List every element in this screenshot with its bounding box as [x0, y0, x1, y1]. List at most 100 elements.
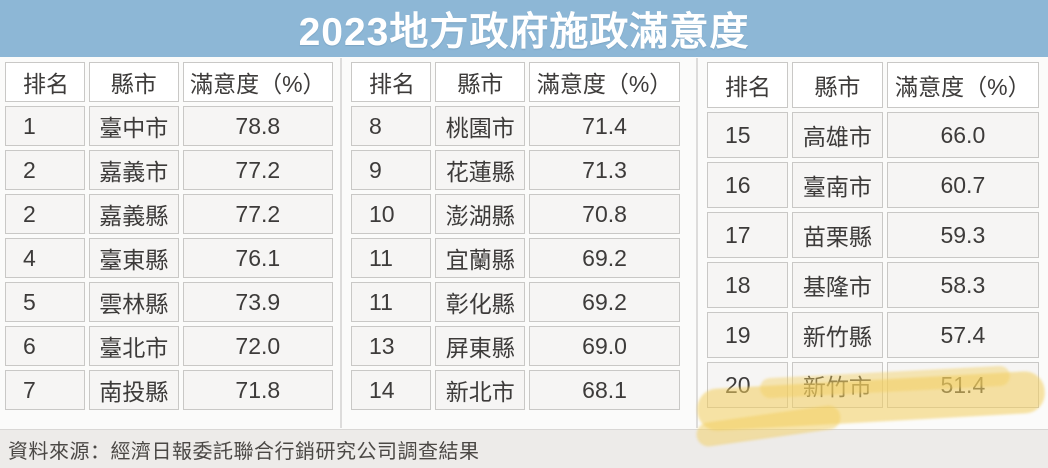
cell-rank: 18	[707, 262, 788, 308]
table-row: 13 屏東縣 69.0	[351, 326, 680, 366]
cell-city: 雲林縣	[89, 282, 179, 322]
header-value: 滿意度（%）	[182, 62, 333, 102]
table-row: 15 高雄市 66.0	[707, 112, 1039, 158]
table-row: 2 嘉義縣 77.2	[5, 194, 333, 234]
header-row: 排名 縣市 滿意度（%）	[351, 62, 680, 102]
cell-city: 屏東縣	[435, 326, 526, 366]
source-text: 資料來源：經濟日報委託聯合行銷研究公司調查結果	[8, 440, 480, 463]
header-city: 縣市	[435, 62, 526, 102]
title-bar: 2023地方政府施政滿意度	[0, 0, 1048, 57]
cell-city: 基隆市	[792, 262, 883, 308]
cell-city: 宜蘭縣	[435, 238, 526, 278]
cell-city: 花蓮縣	[435, 150, 526, 190]
table-row: 8 桃園市 71.4	[351, 106, 680, 146]
ranking-table-1: 排名 縣市 滿意度（%） 1 臺中市 78.8 2 嘉義市 77.2 2 嘉義縣 77.2 4 臺東…	[1, 58, 337, 414]
cell-rank: 9	[351, 150, 432, 190]
header-value: 滿意度（%）	[529, 62, 680, 102]
cell-city: 臺南市	[792, 162, 883, 208]
cell-value: 60.7	[886, 162, 1039, 208]
cell-rank: 2	[5, 150, 85, 190]
ranking-table-3: 排名 縣市 滿意度（%） 15 高雄市 66.0 16 臺南市 60.7 17 苗栗縣 59.3…	[703, 58, 1043, 412]
table-row: 2 嘉義市 77.2	[5, 150, 333, 190]
page-title: 2023地方政府施政滿意度	[298, 10, 750, 54]
cell-rank: 4	[5, 238, 85, 278]
table-row: 19 新竹縣 57.4	[707, 312, 1039, 358]
cell-value: 78.8	[182, 106, 333, 146]
cell-rank: 5	[5, 282, 85, 322]
cell-value: 68.1	[529, 370, 680, 410]
cell-rank: 7	[5, 370, 85, 410]
header-rank: 排名	[5, 62, 85, 102]
cell-rank: 17	[707, 212, 788, 258]
header-rank: 排名	[351, 62, 432, 102]
cell-city: 嘉義縣	[89, 194, 179, 234]
table-row: 5 雲林縣 73.9	[5, 282, 333, 322]
cell-city: 桃園市	[435, 106, 526, 146]
cell-rank: 11	[351, 238, 432, 278]
cell-rank: 1	[5, 106, 85, 146]
cell-rank: 14	[351, 370, 432, 410]
table-row: 9 花蓮縣 71.3	[351, 150, 680, 190]
cell-city: 彰化縣	[435, 282, 526, 322]
table-row: 4 臺東縣 76.1	[5, 238, 333, 278]
cell-rank: 19	[707, 312, 788, 358]
table-row: 11 宜蘭縣 69.2	[351, 238, 680, 278]
cell-city: 高雄市	[792, 112, 883, 158]
cell-value: 58.3	[886, 262, 1039, 308]
table-row: 17 苗栗縣 59.3	[707, 212, 1039, 258]
table-row: 1 臺中市 78.8	[5, 106, 333, 146]
table-row: 11 彰化縣 69.2	[351, 282, 680, 322]
table-divider	[340, 58, 342, 428]
cell-value: 71.3	[529, 150, 680, 190]
cell-rank: 11	[351, 282, 432, 322]
cell-value: 71.8	[182, 370, 333, 410]
cell-city: 新竹市	[792, 362, 883, 408]
cell-value: 77.2	[182, 194, 333, 234]
table-row: 7 南投縣 71.8	[5, 370, 333, 410]
table-row: 10 澎湖縣 70.8	[351, 194, 680, 234]
header-value: 滿意度（%）	[886, 62, 1039, 108]
cell-rank: 8	[351, 106, 432, 146]
cell-value: 69.0	[529, 326, 680, 366]
cell-rank: 13	[351, 326, 432, 366]
cell-value: 72.0	[182, 326, 333, 366]
cell-city: 新竹縣	[792, 312, 883, 358]
cell-rank: 15	[707, 112, 788, 158]
header-city: 縣市	[792, 62, 883, 108]
table-row: 16 臺南市 60.7	[707, 162, 1039, 208]
cell-rank: 2	[5, 194, 85, 234]
cell-rank: 20	[707, 362, 788, 408]
cell-city: 臺北市	[89, 326, 179, 366]
table-divider	[696, 58, 698, 428]
table-row: 6 臺北市 72.0	[5, 326, 333, 366]
cell-value: 51.4	[886, 362, 1039, 408]
table-row: 18 基隆市 58.3	[707, 262, 1039, 308]
cell-value: 69.2	[529, 238, 680, 278]
cell-value: 70.8	[529, 194, 680, 234]
cell-rank: 16	[707, 162, 788, 208]
cell-city: 澎湖縣	[435, 194, 526, 234]
header-rank: 排名	[707, 62, 788, 108]
header-city: 縣市	[89, 62, 179, 102]
cell-city: 苗栗縣	[792, 212, 883, 258]
cell-rank: 10	[351, 194, 432, 234]
cell-value: 57.4	[886, 312, 1039, 358]
source-bar: 資料來源：經濟日報委託聯合行銷研究公司調查結果	[0, 429, 1048, 468]
table-row: 14 新北市 68.1	[351, 370, 680, 410]
cell-rank: 6	[5, 326, 85, 366]
cell-city: 南投縣	[89, 370, 179, 410]
ranking-table-2: 排名 縣市 滿意度（%） 8 桃園市 71.4 9 花蓮縣 71.3 10 澎湖縣 70.8 11…	[347, 58, 684, 414]
cell-value: 66.0	[886, 112, 1039, 158]
cell-value: 69.2	[529, 282, 680, 322]
cell-value: 77.2	[182, 150, 333, 190]
cell-city: 新北市	[435, 370, 526, 410]
header-row: 排名 縣市 滿意度（%）	[707, 62, 1039, 108]
cell-city: 臺東縣	[89, 238, 179, 278]
table-row-highlighted: 20 新竹市 51.4	[707, 362, 1039, 408]
cell-city: 臺中市	[89, 106, 179, 146]
cell-value: 59.3	[886, 212, 1039, 258]
cell-city: 嘉義市	[89, 150, 179, 190]
cell-value: 76.1	[182, 238, 333, 278]
cell-value: 71.4	[529, 106, 680, 146]
